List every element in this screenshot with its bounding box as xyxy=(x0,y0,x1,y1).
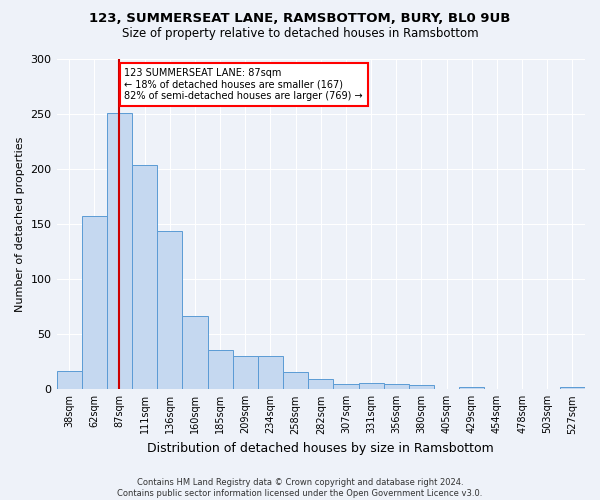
Bar xyxy=(107,113,132,390)
Bar xyxy=(132,164,157,390)
Text: 123 SUMMERSEAT LANE: 87sqm
← 18% of detached houses are smaller (167)
82% of sem: 123 SUMMERSEAT LANE: 87sqm ← 18% of deta… xyxy=(124,68,363,101)
Y-axis label: Number of detached properties: Number of detached properties xyxy=(15,136,25,312)
Bar xyxy=(258,356,283,390)
X-axis label: Distribution of detached houses by size in Ramsbottom: Distribution of detached houses by size … xyxy=(148,442,494,455)
Bar xyxy=(308,380,334,390)
Bar xyxy=(383,384,409,390)
Bar xyxy=(182,316,208,390)
Bar xyxy=(82,216,107,390)
Bar xyxy=(208,350,233,390)
Bar xyxy=(56,370,82,390)
Bar xyxy=(233,356,258,390)
Text: 123, SUMMERSEAT LANE, RAMSBOTTOM, BURY, BL0 9UB: 123, SUMMERSEAT LANE, RAMSBOTTOM, BURY, … xyxy=(89,12,511,26)
Bar xyxy=(157,231,182,390)
Bar xyxy=(283,372,308,390)
Text: Size of property relative to detached houses in Ramsbottom: Size of property relative to detached ho… xyxy=(122,28,478,40)
Bar xyxy=(409,385,434,390)
Bar xyxy=(359,382,383,390)
Bar xyxy=(459,387,484,390)
Text: Contains HM Land Registry data © Crown copyright and database right 2024.
Contai: Contains HM Land Registry data © Crown c… xyxy=(118,478,482,498)
Bar xyxy=(560,387,585,390)
Bar xyxy=(334,384,359,390)
